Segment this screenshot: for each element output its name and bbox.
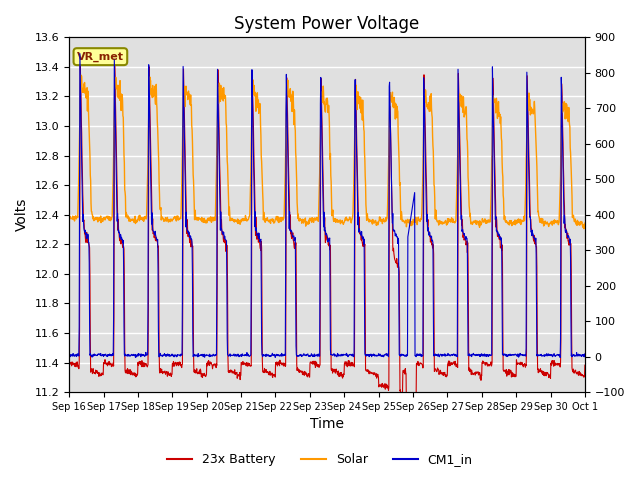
- Title: System Power Voltage: System Power Voltage: [234, 15, 420, 33]
- Legend: 23x Battery, Solar, CM1_in: 23x Battery, Solar, CM1_in: [163, 448, 477, 471]
- Text: VR_met: VR_met: [77, 51, 124, 62]
- X-axis label: Time: Time: [310, 418, 344, 432]
- Y-axis label: Volts: Volts: [15, 198, 29, 231]
